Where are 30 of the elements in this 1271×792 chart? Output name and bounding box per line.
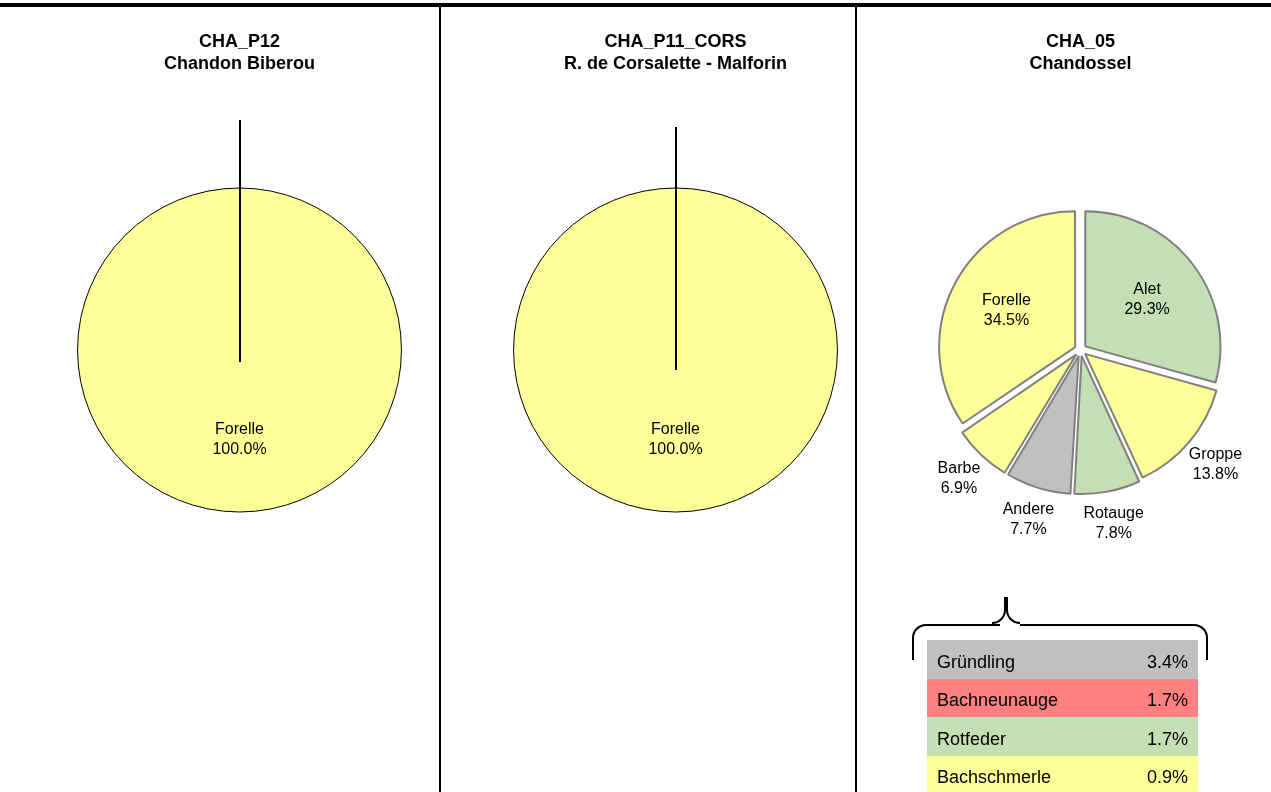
data-label: 13.8%: [1192, 464, 1239, 482]
category-label: Bachschmerle: [937, 767, 1052, 788]
chart-title: CHA_05: [1045, 31, 1116, 51]
chart-title: CHA_P11_CORS: [604, 31, 747, 51]
slice-label: Andere: [1002, 499, 1055, 517]
category-label: Bachneunauge: [937, 690, 1059, 711]
chart-title: CHA_P12: [198, 31, 281, 51]
data-label: 100.0%: [212, 439, 267, 457]
text: 0.9%: [1146, 767, 1188, 787]
slice-label: Forelle: [982, 291, 1032, 309]
data-label: 100.0%: [648, 439, 703, 457]
slice-label: Rotauge: [1083, 504, 1145, 522]
slice-label: Groppe: [1188, 444, 1243, 462]
category-label: Rotfeder: [937, 728, 1007, 750]
chart-subtitle: Chandossel: [1029, 53, 1132, 73]
slice-label: Alet: [1133, 279, 1162, 297]
text: 1.7%: [1146, 728, 1188, 749]
data-label: 7.8%: [1095, 524, 1132, 542]
slice-label: Barbe: [937, 459, 981, 477]
slice-label: Forelle: [215, 419, 265, 437]
category-label: Gründling: [937, 651, 1016, 673]
text: 1.7%: [1146, 690, 1188, 710]
data-label: 7.7%: [1010, 519, 1047, 537]
chart-subtitle: R. de Corsalette - Malforin: [563, 53, 788, 73]
slice-label: Forelle: [651, 419, 701, 437]
data-label: 6.9%: [940, 479, 978, 497]
chart-subtitle: Chandon Biberou: [164, 53, 315, 73]
data-label: 29.3%: [1124, 299, 1170, 317]
text: 3.4%: [1146, 651, 1188, 672]
data-label: 34.5%: [983, 311, 1030, 329]
